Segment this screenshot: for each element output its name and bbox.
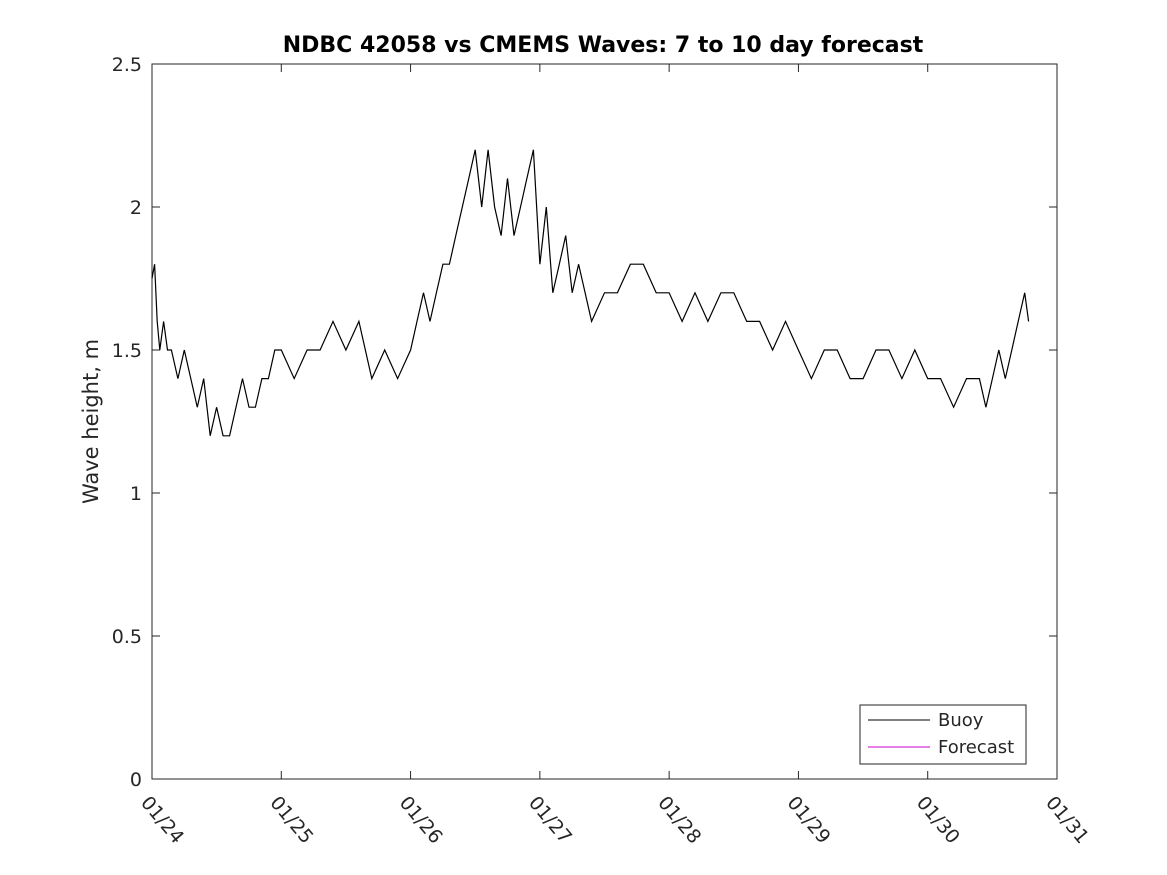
x-tick-label: 01/27 bbox=[524, 792, 576, 848]
x-tick-label: 01/31 bbox=[1041, 792, 1093, 848]
y-tick-label: 2.5 bbox=[112, 54, 142, 76]
plot-area bbox=[151, 63, 1058, 780]
x-tick-label: 01/26 bbox=[395, 792, 447, 848]
y-tick-label: 0 bbox=[130, 769, 142, 791]
legend-label-buoy: Buoy bbox=[938, 710, 984, 731]
y-tick-label: 2 bbox=[130, 197, 142, 219]
y-tick-label: 1 bbox=[130, 483, 142, 505]
x-tick-label: 01/24 bbox=[136, 792, 188, 848]
x-tick-label: 01/30 bbox=[912, 792, 964, 848]
y-tick-label: 0.5 bbox=[112, 626, 142, 648]
y-axis-label: Wave height, m bbox=[79, 339, 103, 504]
series-line-buoy bbox=[151, 149, 1030, 437]
legend: Buoy Forecast bbox=[859, 704, 1027, 765]
x-tick-label: 01/25 bbox=[265, 792, 317, 848]
y-axis-ticks: 0 0.5 1 1.5 2 2.5 bbox=[112, 54, 1057, 791]
y-tick-label: 1.5 bbox=[112, 340, 142, 362]
x-tick-label: 01/28 bbox=[653, 792, 705, 848]
chart-title: NDBC 42058 vs CMEMS Waves: 7 to 10 day f… bbox=[283, 33, 924, 58]
legend-label-forecast: Forecast bbox=[938, 737, 1014, 758]
x-tick-label: 01/29 bbox=[783, 792, 835, 848]
series-layer bbox=[151, 149, 1030, 437]
legend-box bbox=[859, 704, 1027, 765]
